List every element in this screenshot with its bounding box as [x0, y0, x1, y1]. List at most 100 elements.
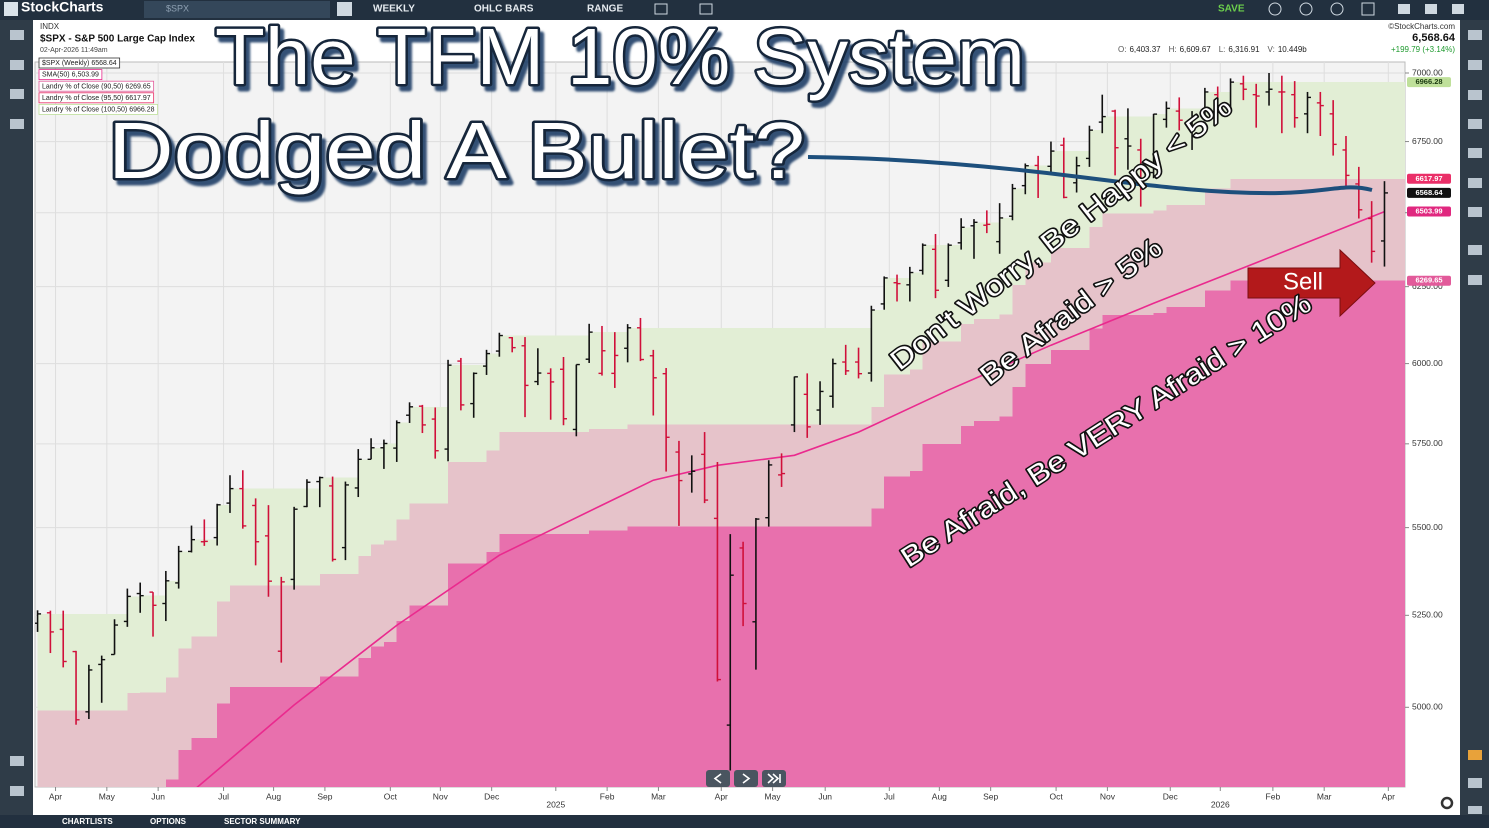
sidebar-icon[interactable] — [10, 30, 24, 40]
stat-label: L: — [1219, 45, 1226, 54]
sidebar-icon[interactable] — [1468, 30, 1482, 40]
menu-icon[interactable] — [1452, 4, 1464, 14]
x-tick-label: Jul — [884, 791, 895, 801]
logo-icon — [4, 2, 18, 16]
price-tag-label: 6568.64 — [1415, 188, 1443, 197]
sidebar-icon[interactable] — [1468, 750, 1482, 760]
band-area — [165, 677, 179, 787]
nav-back[interactable] — [706, 770, 730, 787]
band-area — [319, 676, 359, 787]
legend-value: 6,503.99 — [72, 72, 99, 79]
legend-value: 6269.65 — [125, 83, 150, 90]
chart-style-dropdown[interactable]: OHLC BARS — [474, 4, 534, 15]
nav-forward[interactable] — [734, 770, 758, 787]
add-button[interactable] — [337, 2, 352, 16]
sidebar-icon[interactable] — [1468, 90, 1482, 100]
sidebar-icon[interactable] — [1468, 778, 1482, 788]
footer-tab[interactable]: OPTIONS — [150, 817, 187, 826]
sidebar-icon[interactable] — [1468, 178, 1482, 188]
headline: The TFM 10% System — [215, 12, 1025, 101]
sidebar-icon[interactable] — [1468, 806, 1482, 814]
y-tick-label: 6000.00 — [1412, 358, 1443, 368]
legend-label: Landry % of Close (100,50) — [42, 107, 127, 114]
layout-button[interactable] — [699, 3, 713, 15]
band-area — [1025, 364, 1051, 787]
stat-value: 10.449b — [1278, 45, 1307, 54]
sidebar-icon[interactable] — [10, 119, 24, 129]
menu-icon[interactable] — [1425, 4, 1437, 14]
price-tag-label: 6503.99 — [1415, 207, 1442, 216]
legend-entry — [38, 104, 158, 115]
timestamp: 02-Apr-2026 11:49am — [40, 47, 108, 54]
fullscreen-button[interactable] — [1361, 2, 1375, 16]
x-tick-label: Oct — [384, 791, 398, 801]
sidebar-icon[interactable] — [1468, 148, 1482, 158]
y-tick-label: 5500.00 — [1412, 522, 1443, 532]
period-dropdown[interactable]: WEEKLY — [373, 4, 415, 15]
stat-label: O: — [1118, 45, 1126, 54]
band-area — [191, 738, 218, 787]
legend: $SPX (Weekly) 6568.64 SMA(50) 6,503.99 Landr… — [38, 57, 158, 115]
band-area — [871, 508, 885, 787]
footer-tab[interactable]: CHARTLISTS — [62, 817, 113, 826]
legend-entry — [38, 80, 155, 92]
user-icon[interactable] — [1398, 4, 1410, 14]
copyright: ©StockCharts.com — [1388, 22, 1455, 31]
save-button[interactable]: SAVE — [1218, 4, 1245, 15]
band-area — [1204, 290, 1231, 787]
x-tick-label: Aug — [266, 791, 281, 801]
price-tag-label: 6966.28 — [1415, 77, 1442, 86]
right-sidebar — [1460, 20, 1489, 815]
band-area — [371, 646, 384, 787]
sidebar-icon[interactable] — [10, 60, 24, 70]
price-tag — [1407, 77, 1451, 88]
band-area — [884, 476, 910, 787]
tool-icon[interactable] — [1330, 2, 1344, 16]
search-box[interactable] — [144, 1, 330, 18]
sidebar-icon[interactable] — [1468, 60, 1482, 70]
sidebar-icon[interactable] — [1468, 245, 1482, 255]
sidebar-icon[interactable] — [10, 756, 24, 766]
settings-icon[interactable] — [1440, 796, 1454, 810]
sidebar-icon[interactable] — [1468, 207, 1482, 217]
footer-bar — [0, 815, 1489, 828]
x-tick-label: Apr — [49, 791, 62, 801]
legend-value: 6568.64 — [91, 60, 116, 67]
x-tick-label: Oct — [1049, 791, 1063, 801]
footer-tab[interactable]: SECTOR SUMMARY — [224, 817, 301, 826]
band-area — [165, 779, 179, 787]
band-area — [140, 692, 166, 787]
x-tick-label: Dec — [1163, 791, 1179, 801]
band-area — [627, 526, 872, 787]
tool-icon[interactable] — [1299, 2, 1313, 16]
range-dropdown[interactable]: RANGE — [587, 4, 623, 15]
x-tick-label: Mar — [1317, 791, 1332, 801]
band-area — [1230, 280, 1405, 787]
band-area — [1012, 386, 1026, 787]
sidebar-icon[interactable] — [10, 89, 24, 99]
band-area — [1166, 306, 1205, 787]
sma-line — [196, 210, 1385, 787]
y-tick-label: 6250.00 — [1412, 281, 1443, 291]
price-tags: 6269.65 6617.97 6966.28 6503.99 6568.64 — [1407, 77, 1451, 286]
sidebar-icon[interactable] — [1468, 275, 1482, 285]
x-tick-label: Aug — [932, 791, 947, 801]
band-area — [486, 552, 500, 787]
band-area — [1102, 315, 1154, 787]
band-area — [448, 563, 487, 787]
tool-icon[interactable] — [1268, 2, 1282, 16]
legend-label: $SPX (Weekly) — [42, 60, 89, 67]
headline: Dodged A Bullet? — [108, 106, 805, 195]
left-sidebar — [0, 20, 33, 815]
sidebar-icon[interactable] — [10, 786, 24, 796]
stat-value: 6,403.37 — [1129, 45, 1161, 54]
price-tag — [1407, 206, 1451, 217]
stat-value: 6,316.91 — [1228, 45, 1260, 54]
y-tick-label: 5250.00 — [1412, 610, 1443, 620]
sidebar-icon[interactable] — [1468, 119, 1482, 129]
search-placeholder[interactable]: $SPX — [166, 3, 189, 13]
indicator-button[interactable] — [654, 3, 668, 15]
ohlc-stats: O: 6,403.37 H: 6,609.67 L: 6,316.91 V: 10.449b +… — [1118, 45, 1455, 54]
price-tag-label: 6617.97 — [1415, 174, 1442, 183]
